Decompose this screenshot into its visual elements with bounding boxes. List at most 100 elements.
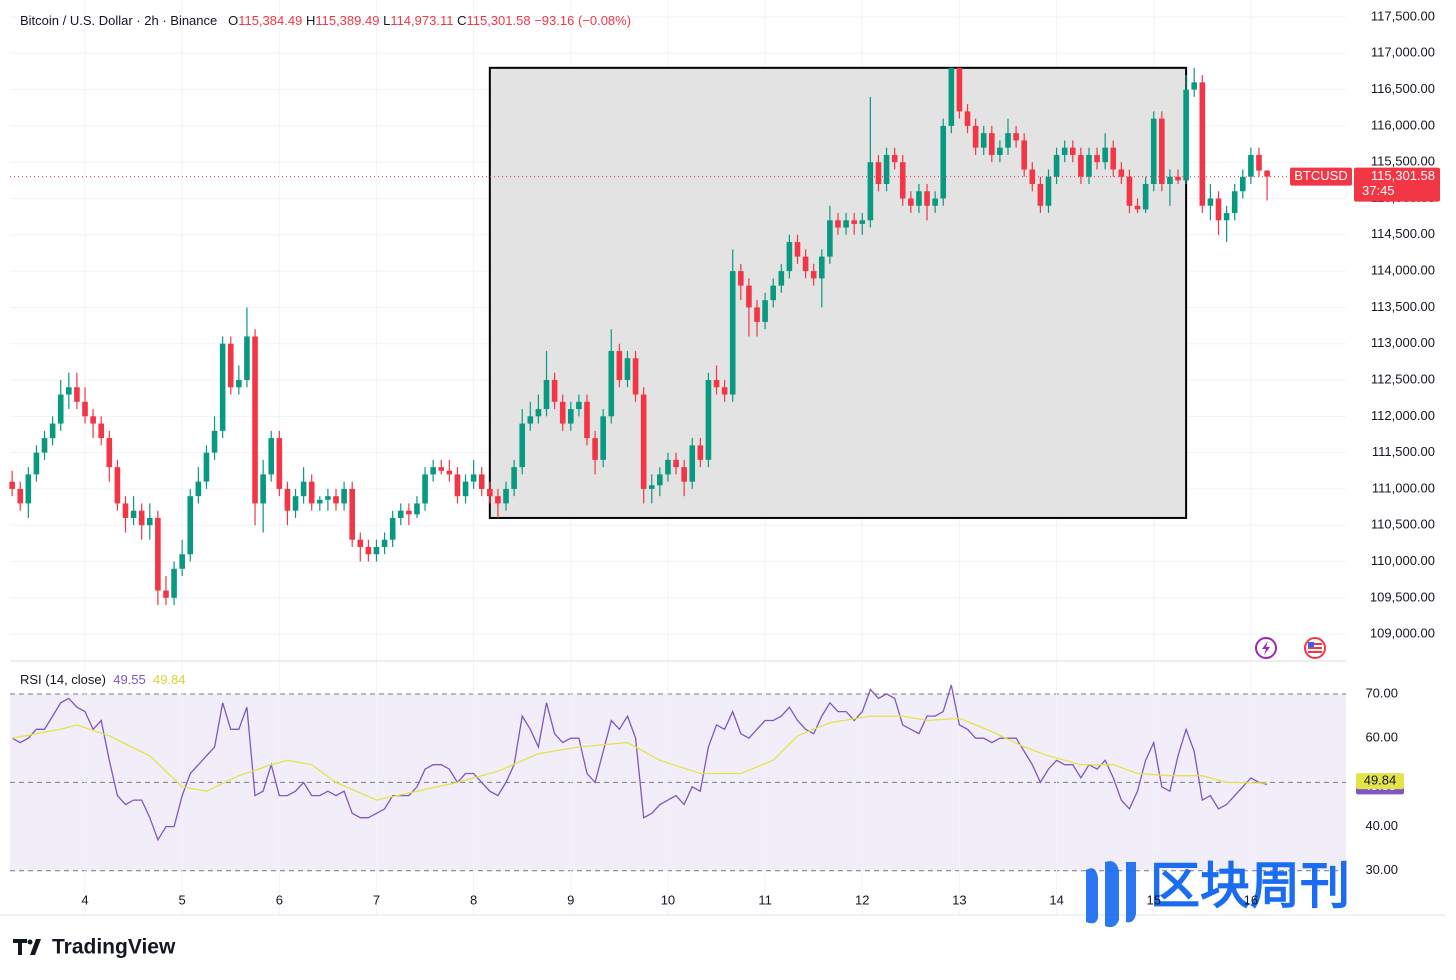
watermark: 区块周刊 (1150, 858, 1350, 914)
value-badge (1356, 773, 1404, 790)
candle-body (268, 438, 275, 475)
candle-body (851, 220, 857, 224)
candle-body (1021, 140, 1027, 170)
candle-body (697, 445, 704, 460)
candle-body (835, 220, 841, 228)
candle-body (430, 467, 436, 475)
candle-body (1231, 191, 1238, 214)
candle-body (357, 539, 364, 547)
rsi-line (11, 684, 1268, 842)
candle-body (422, 474, 428, 504)
candle-body (1078, 154, 1084, 177)
ohlc-value: 115,389.49 (315, 13, 380, 28)
candle-body (1199, 82, 1206, 206)
candle-body (203, 452, 210, 482)
candle-body (1029, 169, 1036, 184)
candle-body (325, 496, 331, 500)
value-badge-text: 49.84 (1364, 773, 1397, 788)
y-tick-label: 109,000.00 (1370, 626, 1435, 641)
candle-body (843, 220, 849, 228)
x-tick-label: 16 (1244, 892, 1258, 907)
symbol-header: Bitcoin / U.S. Dollar · 2h · Binance O11… (20, 13, 631, 28)
candle-body (446, 470, 453, 475)
y-tick-label: 110,500.00 (1371, 517, 1435, 532)
candle-body (624, 358, 631, 381)
candle-body (155, 517, 161, 591)
candle-body (713, 380, 720, 388)
candle-body (519, 423, 526, 468)
x-tick-label: 12 (855, 892, 869, 907)
x-tick-label: 5 (179, 892, 186, 907)
candle-body (940, 125, 947, 199)
x-tick-label: 8 (470, 892, 477, 907)
candle-body (1215, 198, 1222, 221)
candle-body (1207, 198, 1214, 206)
candle-body (689, 445, 696, 482)
candle-body (746, 285, 752, 308)
y-tick-label: 115,500.00 (1371, 154, 1435, 169)
candle-body (802, 256, 809, 272)
candle-body (503, 488, 509, 504)
price-badge-text: 115,301.58 (1371, 168, 1435, 183)
ohlc: O115,384.49 H115,389.49 L114,973.11 C115… (228, 13, 534, 28)
candle-body (608, 350, 615, 417)
candle-body (948, 67, 955, 126)
candle-body (1264, 170, 1270, 177)
candle-body (406, 510, 412, 515)
y-tick-label: 117,500.00 (1371, 8, 1435, 23)
candle-body (381, 539, 388, 547)
candle-body (972, 125, 979, 148)
candle-body (1094, 154, 1100, 163)
candle-body (673, 459, 679, 468)
ohlc-key: O (228, 13, 239, 28)
candle-body (252, 336, 258, 504)
change: −93.16 (−0.08%) (534, 13, 632, 28)
candle-body (1150, 118, 1157, 184)
alert-icon[interactable] (1255, 637, 1277, 659)
candle-body (17, 488, 24, 504)
candle-body (640, 394, 647, 489)
candle-body (770, 285, 777, 301)
us-flag-icon[interactable] (1304, 637, 1326, 659)
candle-body (1223, 213, 1230, 221)
ohlc-value: 115,384.49 (238, 13, 303, 28)
candle-body (470, 474, 477, 482)
candle-body (551, 380, 558, 402)
y-tick-label: 112,500.00 (1371, 371, 1435, 386)
x-tick-label: 9 (567, 892, 574, 907)
candle-body (1248, 154, 1254, 177)
candle-body (41, 438, 48, 453)
candle-body (292, 496, 299, 511)
y-tick-label: 111,000.00 (1372, 480, 1435, 495)
candle-body (616, 350, 623, 381)
candle-body (762, 300, 768, 322)
brand: TradingView (52, 936, 176, 959)
candle-body (681, 467, 687, 482)
candle-body (705, 380, 712, 460)
rsi-value: 49.55 (113, 672, 146, 687)
candle-body (786, 242, 793, 272)
candle-body (859, 220, 866, 224)
ohlc-key: C (457, 13, 467, 28)
candle-body (454, 474, 461, 497)
candle-body (487, 488, 493, 497)
candle-body (875, 162, 882, 184)
countdown: 37:45 (1362, 183, 1395, 198)
candle-body (1167, 176, 1173, 184)
candle-body (567, 409, 574, 424)
candle-body (106, 438, 113, 468)
candle-body (511, 467, 517, 489)
candle-body (90, 416, 96, 424)
y-tick-label: 113,000.00 (1371, 335, 1435, 350)
rsi-title: RSI (14, close) (20, 672, 106, 687)
x-tick-label: 13 (952, 892, 966, 907)
candle-body (195, 481, 202, 497)
candle-body (1183, 89, 1189, 181)
candle-body (276, 438, 283, 489)
candle-body (535, 409, 542, 417)
candle-body (179, 554, 185, 569)
candle-body (1086, 154, 1092, 177)
candle-body (1142, 183, 1149, 210)
candle-body (600, 416, 606, 460)
